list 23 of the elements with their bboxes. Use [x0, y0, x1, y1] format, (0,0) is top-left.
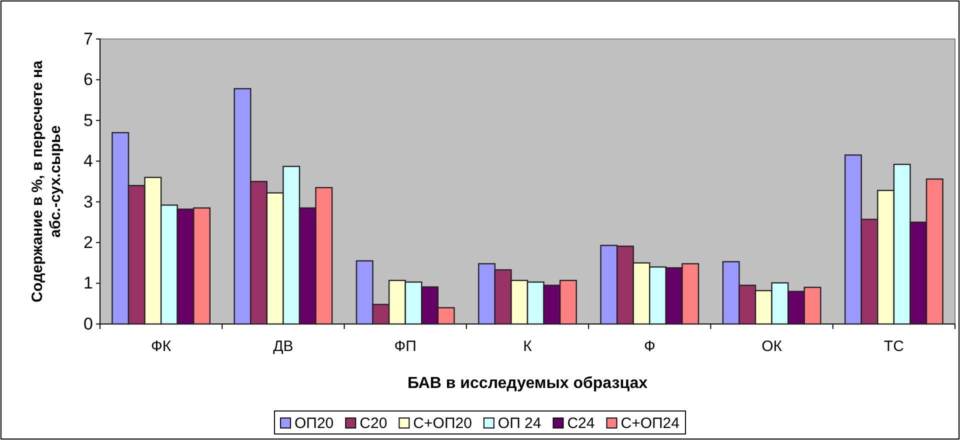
y-tick-label: 7: [84, 29, 93, 48]
y-tick-label: 6: [84, 70, 93, 90]
x-tick-label: ОК: [762, 338, 782, 355]
legend-label: ОП 24: [498, 415, 542, 432]
x-tick-label: К: [523, 338, 532, 355]
x-axis-title: БАВ в исследуемых образцах: [407, 375, 648, 392]
y-tick-label: 5: [84, 110, 93, 130]
y-tick-label: 2: [84, 233, 93, 252]
legend-label: ОП20: [294, 415, 334, 432]
y-tick-label: 0: [84, 314, 93, 334]
x-tick-label: Ф: [644, 338, 656, 355]
x-tick-label: ДВ: [273, 338, 294, 355]
x-tick-label: ФП: [394, 338, 416, 355]
x-tick-label: ТС: [884, 338, 904, 355]
y-tick-label: 1: [84, 274, 93, 293]
y-tick-label: 4: [84, 152, 93, 171]
y-tick-label: 3: [84, 192, 93, 212]
legend-label: С+ОП20: [413, 415, 472, 432]
legend-label: С24: [567, 415, 595, 432]
legend-label: С20: [360, 415, 388, 432]
legend-label: С+ОП24: [620, 415, 680, 432]
x-tick-label: ФК: [150, 338, 172, 355]
y-axis-title: Содержание в %, в пересчете на абс.-сух.сырье: [29, 60, 64, 302]
